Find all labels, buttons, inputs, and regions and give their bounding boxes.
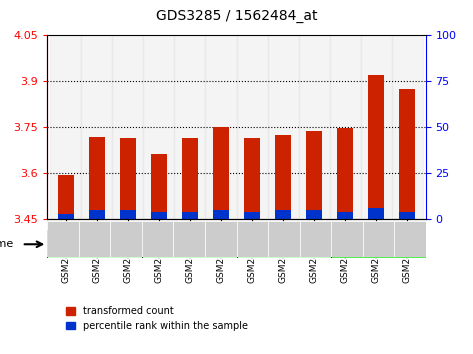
Bar [268,221,299,257]
Bar [89,137,105,219]
Bar [79,221,110,257]
Bar [142,221,174,257]
Bar [399,89,415,219]
Text: 6 h: 6 h [275,239,293,249]
Bar [298,35,330,219]
Bar [175,35,205,219]
Bar [360,35,392,219]
Bar [307,131,322,219]
Bar [275,135,291,219]
Bar [47,230,142,258]
Bar [205,221,236,257]
Text: 3 h: 3 h [180,239,198,249]
Bar [51,35,81,219]
Bar [151,154,166,219]
Bar [58,214,74,219]
Bar [307,210,322,219]
Text: 12 h: 12 h [366,239,391,249]
Bar [110,221,142,257]
Text: 0 h: 0 h [86,239,104,249]
Bar [236,35,268,219]
Bar [236,221,268,257]
Bar [337,212,353,219]
Bar [174,221,205,257]
Bar [58,175,74,219]
Legend: transformed count, percentile rank within the sample: transformed count, percentile rank withi… [61,302,252,335]
Bar [142,230,236,258]
Bar [151,212,166,219]
Text: time: time [0,239,14,249]
Bar [120,210,136,219]
Bar [120,138,136,219]
Bar [213,210,229,219]
Bar [182,212,198,219]
Bar [368,75,384,219]
Bar [363,221,394,257]
Bar [143,35,175,219]
Bar [330,35,360,219]
Bar [299,221,331,257]
Bar [337,128,353,219]
Bar [47,221,79,257]
Bar [244,212,260,219]
Bar [275,210,291,219]
Bar [331,230,426,258]
Bar [331,221,363,257]
Text: GDS3285 / 1562484_at: GDS3285 / 1562484_at [156,9,317,23]
Bar [392,35,422,219]
Bar [113,35,143,219]
Bar [236,230,331,258]
Bar [399,212,415,219]
Bar [394,221,426,257]
Bar [182,138,198,219]
Bar [89,210,105,219]
Bar [268,35,298,219]
Bar [244,138,260,219]
Bar [81,35,113,219]
Bar [368,209,384,219]
Bar [213,127,229,219]
Bar [205,35,236,219]
